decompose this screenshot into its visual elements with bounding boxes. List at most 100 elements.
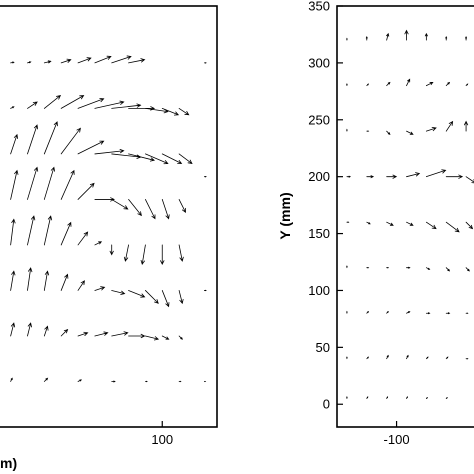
velocity-vector [161,199,170,220]
velocity-vector [425,396,428,399]
x-tick-label: 100 [151,432,173,447]
velocity-vector [94,331,109,337]
velocity-vector [425,82,434,87]
velocity-vector [178,290,184,305]
velocity-vector [366,267,370,269]
velocity-vector [366,310,370,314]
velocity-vector [111,380,116,383]
velocity-vector [346,356,348,360]
velocity-vector [445,221,460,233]
velocity-vector [94,286,106,291]
velocity-vector [60,328,69,337]
left-x-axis-title-fragment: m) [0,455,17,471]
velocity-vector [94,100,125,109]
left-plot-frame [0,5,218,428]
velocity-vector [465,312,469,314]
velocity-vector [386,396,389,399]
velocity-vector [425,169,447,178]
velocity-vector [77,57,92,64]
velocity-vector [445,120,454,132]
velocity-vector [10,270,16,291]
velocity-vector [386,174,398,179]
velocity-vector [178,199,186,214]
velocity-vector [366,221,371,225]
velocity-vector [445,356,449,360]
velocity-vector [386,310,389,314]
velocity-vector [77,97,105,109]
velocity-vector [43,121,58,155]
velocity-vector [43,215,53,246]
velocity-vector [346,128,348,132]
velocity-vector [77,231,89,246]
velocity-vector [406,221,414,226]
velocity-vector [160,244,165,266]
velocity-vector [27,166,39,200]
velocity-vector [406,130,414,135]
velocity-vector [404,29,409,41]
velocity-vector [425,267,431,270]
velocity-vector [94,148,125,155]
velocity-vector [60,221,72,246]
velocity-vector [445,312,451,315]
velocity-vector [128,153,156,162]
velocity-vector [445,267,451,272]
velocity-vector [346,221,350,223]
velocity-vector [203,62,207,64]
velocity-vector [10,377,13,382]
velocity-vector [10,106,15,109]
velocity-vector [178,108,190,116]
velocity-vector [77,280,85,291]
velocity-vector [425,356,429,360]
velocity-vector [60,273,69,291]
right-axis-ticks: -100 0 50 100 150 200 250 300 350 [308,0,409,447]
velocity-vector [366,396,369,399]
velocity-vector [145,199,156,220]
velocity-vector [10,169,19,200]
velocity-vector [406,172,421,178]
velocity-vector [128,333,146,339]
right-plot-frame [336,5,474,428]
velocity-vector [406,311,411,314]
velocity-vector [161,290,170,308]
left-panel: 100 m) [0,5,218,471]
velocity-vector [10,61,15,64]
y-tick-label: 0 [323,397,330,412]
velocity-vector [445,36,448,41]
velocity-vector [161,108,180,116]
velocity-vector [27,267,33,291]
velocity-vector [10,133,18,155]
velocity-vector [425,127,437,132]
y-tick-label: 150 [308,226,330,241]
velocity-vector [445,81,451,87]
velocity-vector [465,267,470,272]
velocity-vector [145,335,160,341]
velocity-vector [27,124,39,155]
velocity-vector [178,335,183,340]
velocity-vector [346,396,348,399]
velocity-vector [94,197,115,202]
velocity-vector [145,153,169,165]
velocity-vector [111,290,126,295]
velocity-vector [77,140,105,155]
velocity-vector [178,380,182,383]
velocity-vector [145,380,148,383]
y-tick-label: 50 [316,340,330,355]
velocity-vector [60,169,75,200]
velocity-vector [465,83,469,87]
y-tick-label: 200 [308,169,330,184]
velocity-vector [60,58,72,64]
velocity-vector [178,153,193,165]
velocity-vector [27,215,36,246]
velocity-vector [425,221,437,230]
velocity-vector [203,175,207,178]
velocity-vector [346,83,348,87]
velocity-vector [145,290,159,304]
y-tick-label: 100 [308,283,330,298]
velocity-vector [109,244,114,256]
velocity-vector [43,270,50,291]
right-vector-field [346,29,474,399]
velocity-vector [27,61,32,64]
velocity-vector [386,81,391,87]
velocity-vector [111,55,132,64]
velocity-vector [346,265,348,269]
